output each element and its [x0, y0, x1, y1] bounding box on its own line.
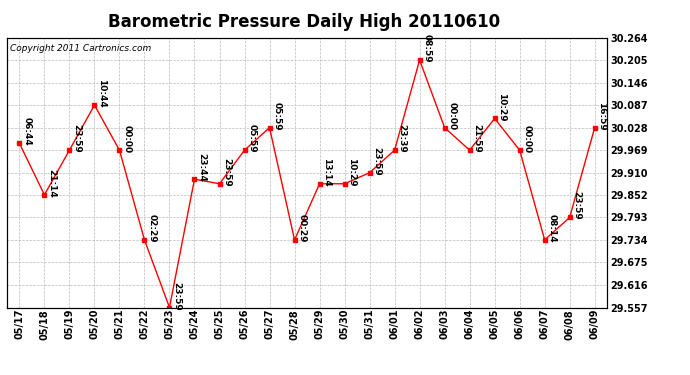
Text: 23:59: 23:59	[222, 158, 231, 186]
Text: 02:29: 02:29	[147, 214, 156, 243]
Text: 06:44: 06:44	[22, 117, 31, 146]
Text: 23:59: 23:59	[72, 124, 81, 153]
Text: 16:59: 16:59	[598, 102, 607, 130]
Text: 10:29: 10:29	[347, 158, 356, 186]
Text: 00:00: 00:00	[522, 125, 531, 153]
Text: 00:00: 00:00	[447, 102, 456, 130]
Text: 05:59: 05:59	[273, 102, 282, 130]
Text: 05:59: 05:59	[247, 124, 256, 153]
Text: Barometric Pressure Daily High 20110610: Barometric Pressure Daily High 20110610	[108, 13, 500, 31]
Text: 23:59: 23:59	[373, 147, 382, 176]
Text: 23:59: 23:59	[172, 282, 181, 310]
Text: 21:14: 21:14	[47, 169, 56, 198]
Text: Copyright 2011 Cartronics.com: Copyright 2011 Cartronics.com	[10, 44, 151, 53]
Text: 23:39: 23:39	[397, 124, 406, 153]
Text: 00:29: 00:29	[297, 214, 306, 243]
Text: 21:59: 21:59	[473, 124, 482, 153]
Text: 00:00: 00:00	[122, 125, 131, 153]
Text: 13:14: 13:14	[322, 158, 331, 186]
Text: 23:59: 23:59	[573, 191, 582, 220]
Text: 08:14: 08:14	[547, 214, 556, 243]
Text: 10:44: 10:44	[97, 79, 106, 108]
Text: 23:44: 23:44	[197, 153, 206, 182]
Text: 10:29: 10:29	[497, 93, 506, 121]
Text: 08:59: 08:59	[422, 34, 431, 63]
